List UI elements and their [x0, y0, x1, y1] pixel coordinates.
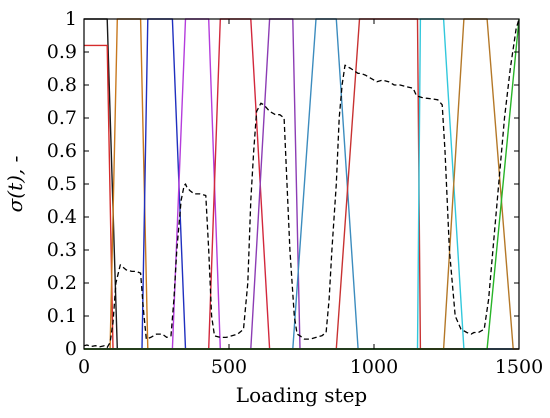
x-tick-label: 1500 — [495, 356, 543, 378]
x-tick-label: 500 — [211, 356, 247, 378]
x-tick-label: 0 — [78, 356, 90, 378]
y-axis-label: σ(t), - — [3, 155, 27, 212]
series-layer — [83, 18, 520, 350]
y-tick-label: 0.1 — [47, 305, 77, 327]
y-tick-label: 0.7 — [47, 107, 77, 129]
tick-layer: 0 500 1000 1500 0 0.1 0.2 0.3 0.4 0.5 0.6 0.7 0.8 0.9… — [47, 8, 543, 378]
x-tick-label: 1000 — [350, 356, 398, 378]
y-tick-label: 0 — [65, 338, 77, 360]
y-tick-label: 0.9 — [47, 41, 77, 63]
y-tick-label: 0.8 — [47, 74, 77, 96]
x-axis-label: Loading step — [236, 383, 367, 407]
y-tick-label: 0.5 — [47, 173, 77, 195]
series-line-11 — [84, 18, 519, 350]
series-line-13 — [83, 18, 520, 349]
y-tick-label: 0.2 — [47, 272, 77, 294]
y-tick-label: 1 — [65, 8, 77, 30]
y-tick-label: 0.6 — [47, 140, 77, 162]
y-tick-label: 0.3 — [47, 239, 77, 261]
y-tick-label: 0.4 — [47, 206, 77, 228]
